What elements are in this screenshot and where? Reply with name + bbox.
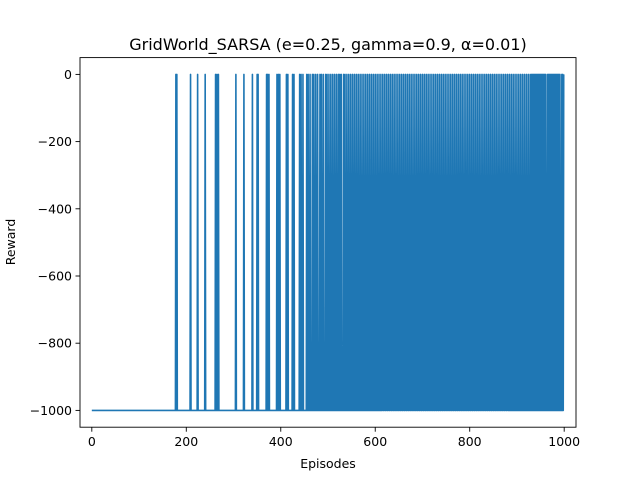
x-tick-label: 600 xyxy=(363,434,387,449)
y-axis-label: Reward xyxy=(3,219,18,266)
x-tick-label: 0 xyxy=(88,434,96,449)
x-tick-label: 1000 xyxy=(548,434,580,449)
y-tick-label: −1000 xyxy=(30,403,72,418)
y-tick-label: −600 xyxy=(38,269,72,284)
y-tick-label: −800 xyxy=(38,336,72,351)
axis-ticks: 0 200 400 600 800 1000 0 −200 −400 −600 −800 −1000 xyxy=(30,67,580,449)
y-tick-label: −400 xyxy=(38,201,72,216)
x-tick-label: 800 xyxy=(458,434,482,449)
x-axis-label: Episodes xyxy=(300,456,356,471)
plot-area xyxy=(91,73,565,412)
y-tick-label: 0 xyxy=(64,67,72,82)
x-tick-label: 400 xyxy=(269,434,293,449)
reward-series-line xyxy=(91,73,565,412)
y-tick-label: −200 xyxy=(38,134,72,149)
chart-title: GridWorld_SARSA (e=0.25, gamma=0.9, α=0.… xyxy=(129,35,527,55)
axes-frame xyxy=(79,57,577,428)
x-tick-label: 200 xyxy=(174,434,198,449)
